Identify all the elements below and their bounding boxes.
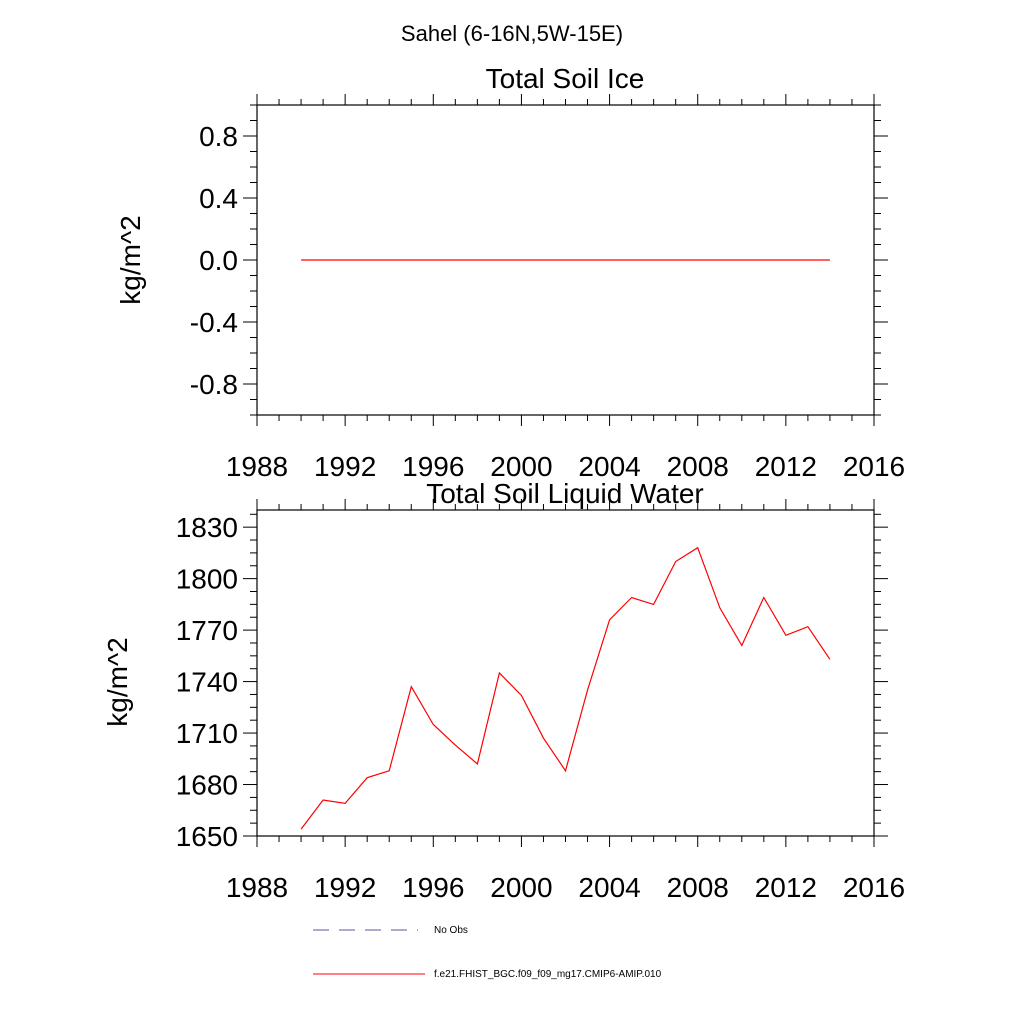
y-tick-label: 0.4 xyxy=(199,183,238,214)
legend-label-no-obs: No Obs xyxy=(434,925,468,936)
x-tick-label: 1988 xyxy=(226,872,288,903)
x-tick-label: 1992 xyxy=(314,872,376,903)
y-tick-label: 1680 xyxy=(176,770,238,801)
x-tick-label: 1996 xyxy=(402,451,464,482)
x-tick-label: 1992 xyxy=(314,451,376,482)
y-tick-label: 1770 xyxy=(176,615,238,646)
y-tick-label: 0.0 xyxy=(199,245,238,276)
y-tick-label: 1800 xyxy=(176,564,238,595)
y-tick-label: 1830 xyxy=(176,512,238,543)
y-tick-label: -0.8 xyxy=(190,369,238,400)
x-ticks-soil-ice: 1988 1992 1996 2000 2004 2008 2012 2016 xyxy=(226,94,905,482)
x-tick-label: 2000 xyxy=(490,872,552,903)
x-tick-label: 2016 xyxy=(843,872,905,903)
x-tick-label: 1988 xyxy=(226,451,288,482)
x-tick-label: 2000 xyxy=(490,451,552,482)
y-tick-label: -0.4 xyxy=(190,307,238,338)
legend-label-model: f.e21.FHIST_BGC.f09_f09_mg17.CMIP6-AMIP.… xyxy=(434,969,662,980)
y-axis-label-soil-liquid-water: kg/m^2 xyxy=(102,637,133,726)
panel-soil-ice: Total Soil Ice kg/m^2 1988 1992 1996 2000 20… xyxy=(115,63,905,482)
y-tick-label: 0.8 xyxy=(199,121,238,152)
panel-title-soil-liquid-water: Total Soil Liquid Water xyxy=(426,478,704,509)
x-tick-label: 2004 xyxy=(578,872,640,903)
y-ticks-soil-ice: -0.8 -0.4 0.0 0.4 0.8 xyxy=(190,104,888,416)
figure-suptitle: Sahel (6-16N,5W-15E) xyxy=(401,21,623,46)
y-tick-label: 1710 xyxy=(176,718,238,749)
legend: No Obs f.e21.FHIST_BGC.f09_f09_mg17.CMIP… xyxy=(313,925,662,980)
x-tick-label: 1996 xyxy=(402,872,464,903)
y-axis-label-soil-ice: kg/m^2 xyxy=(115,215,146,304)
y-ticks-soil-liquid-water: 1650 1680 1710 1740 1770 1800 1830 xyxy=(176,512,888,852)
panel-title-soil-ice: Total Soil Ice xyxy=(486,63,645,94)
series-soil-liquid-water xyxy=(300,546,831,830)
x-tick-label: 2004 xyxy=(578,451,640,482)
y-tick-label: 1740 xyxy=(176,667,238,698)
x-tick-label: 2008 xyxy=(667,451,729,482)
panel-soil-liquid-water: Total Soil Liquid Water kg/m^2 1988 1992 1… xyxy=(102,478,905,903)
x-tick-label: 2012 xyxy=(755,451,817,482)
x-tick-label: 2016 xyxy=(843,451,905,482)
plot-frame-soil-liquid-water xyxy=(256,509,875,837)
x-tick-label: 2008 xyxy=(667,872,729,903)
x-tick-label: 2012 xyxy=(755,872,817,903)
y-tick-label: 1650 xyxy=(176,821,238,852)
series-line-model xyxy=(300,546,831,830)
x-ticks-soil-liquid-water: 1988 1992 1996 2000 2004 2008 2012 2016 xyxy=(226,499,905,903)
